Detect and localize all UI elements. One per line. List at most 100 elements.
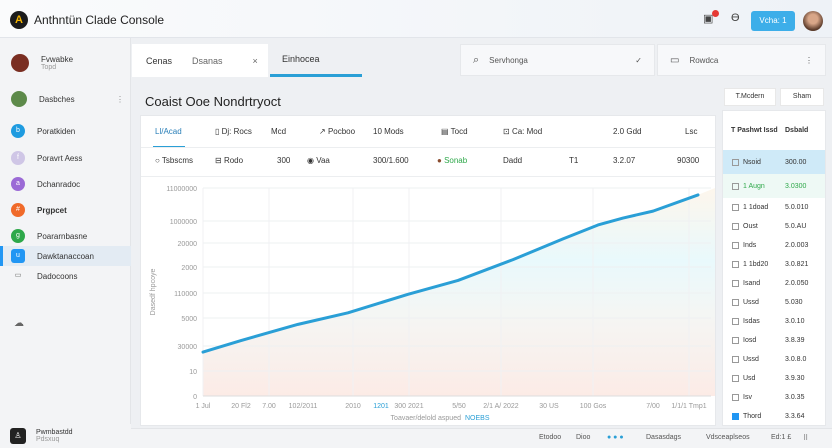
checkbox[interactable]: [732, 158, 739, 166]
table-cell[interactable]: ● Sonab: [437, 156, 467, 165]
tab-einhocea[interactable]: Einhocea: [270, 44, 362, 77]
x-tick-label: 102/2011: [289, 403, 318, 410]
help-icon[interactable]: ϴ: [731, 12, 740, 24]
sidebar-item[interactable]: u Dawktanaccoan: [0, 246, 131, 266]
y-tick-label: 1000000: [170, 219, 197, 226]
table-cell[interactable]: Ll/Acad: [155, 127, 182, 136]
list-item-label: Ussd: [743, 299, 759, 306]
list-item[interactable]: 1 1doad 5.0.010: [723, 198, 825, 217]
checkbox[interactable]: [732, 242, 739, 249]
sidebar-item-icon: a: [11, 177, 25, 191]
checkbox[interactable]: [732, 261, 739, 268]
cloud-icon[interactable]: ☁: [14, 318, 24, 329]
data-point: [406, 293, 410, 296]
sidebar-item-icon: ▭: [14, 272, 22, 279]
search-panel[interactable]: ⌕ Servhonga ✓: [460, 44, 655, 76]
list-item[interactable]: Isand 2.0.050: [723, 274, 825, 293]
table-cell[interactable]: ○ Tsbscms: [155, 156, 193, 165]
checkbox[interactable]: [732, 394, 739, 401]
status-item[interactable]: Ed:1 £: [771, 434, 792, 441]
list-item[interactable]: Nsoid 300.00: [723, 150, 825, 174]
sidebar-item-icon: u: [11, 249, 25, 263]
notification-badge: [712, 10, 719, 17]
sidebar-profile[interactable]: Fvwabke Topd: [0, 52, 131, 74]
list-item[interactable]: Isdas 3.0.10: [723, 312, 825, 331]
checkbox[interactable]: [732, 182, 739, 190]
toggle-icon[interactable]: ● ● ●: [607, 434, 624, 441]
data-point: [696, 193, 700, 197]
sidebar-item[interactable]: ▭ Dadocoons: [0, 266, 131, 286]
cell-text: Pocboo: [327, 127, 356, 136]
sidebar-footer[interactable]: ♙ Pwmbastdd Pdsxuq: [0, 424, 131, 448]
header-action-button[interactable]: Vcha: 1: [751, 11, 795, 31]
list-item-value: 3.3.64: [785, 413, 805, 420]
sidebar-item[interactable]: # Prgpcet: [0, 200, 131, 220]
data-point: [201, 350, 205, 354]
list-item[interactable]: Oust 5.0.AU: [723, 217, 825, 236]
cell-icon: ▯: [215, 127, 222, 136]
status-item[interactable]: Dioo: [576, 434, 591, 441]
checkbox[interactable]: [732, 356, 739, 363]
table-cell[interactable]: Mcd: [271, 127, 286, 136]
right-button-1[interactable]: T.Mcdern: [724, 88, 776, 106]
checkbox[interactable]: [732, 413, 739, 420]
list-item-value: 5.030: [785, 299, 803, 306]
sidebar-workspace[interactable]: Dasbches ⋮: [0, 89, 131, 109]
more-icon[interactable]: ⋮: [805, 55, 813, 65]
close-icon[interactable]: ×: [252, 55, 258, 66]
table-cell[interactable]: 2.0 Gdd: [613, 127, 641, 136]
right-button-2[interactable]: Sham: [780, 88, 824, 106]
table-cell[interactable]: ↗ Pocboo: [319, 127, 355, 136]
sidebar-item[interactable]: b Poratkiden: [0, 121, 131, 141]
checkbox[interactable]: [732, 299, 739, 306]
table-cell[interactable]: T1: [569, 156, 578, 165]
sidebar-item[interactable]: f Poravrt Aess: [0, 148, 131, 168]
checkbox[interactable]: [732, 204, 739, 211]
table-cell[interactable]: ▯ Dj: Rocs: [215, 127, 252, 136]
sidebar-item-icon: #: [11, 203, 25, 217]
user-avatar[interactable]: [803, 11, 823, 31]
grid-icon[interactable]: ⠿: [803, 435, 809, 442]
list-item[interactable]: Usd 3.9.30: [723, 369, 825, 388]
series-line: [201, 193, 700, 354]
list-item[interactable]: Iosd 3.8.39: [723, 331, 825, 350]
x-axis-label: Toavaer/delold aspued: [391, 415, 462, 422]
list-item[interactable]: Ussd 5.030: [723, 293, 825, 312]
data-point: [296, 323, 300, 326]
sidebar-item-label: Dchanradoc: [37, 179, 81, 189]
list-item[interactable]: 1 1bd20 3.0.821: [723, 255, 825, 274]
sidebar-item[interactable]: g Poararnbasne: [0, 226, 131, 246]
table-cell[interactable]: ⊟ Rodo: [215, 156, 243, 165]
list-item[interactable]: Isv 3.0.35: [723, 388, 825, 407]
x-tick-label: 300 2021: [394, 403, 423, 410]
table-cell[interactable]: 3.2.07: [613, 156, 635, 165]
tab-cenas[interactable]: Cenas Dsanas ×: [132, 44, 268, 77]
list-item[interactable]: Ussd 3.0.8.0: [723, 350, 825, 369]
table-cell[interactable]: 300/1.600: [373, 156, 409, 165]
status-item[interactable]: Dasasdags: [646, 434, 682, 441]
checkbox[interactable]: [732, 280, 739, 287]
list-item[interactable]: 1 Augn 3.0300: [723, 174, 825, 198]
table-cell[interactable]: Dadd: [503, 156, 522, 165]
table-cell[interactable]: ◉ Vaa: [307, 156, 330, 165]
table-cell[interactable]: Lsc: [685, 127, 697, 136]
table-cell[interactable]: 10 Mods: [373, 127, 404, 136]
checkbox[interactable]: [732, 375, 739, 382]
checkbox[interactable]: [732, 318, 739, 325]
table-cell[interactable]: 300: [277, 156, 290, 165]
list-item[interactable]: Thord 3.3.64: [723, 407, 825, 426]
checkbox[interactable]: [732, 223, 739, 230]
status-item[interactable]: Vdsceaplseos: [706, 434, 750, 441]
table-cell[interactable]: ▤ Tocd: [441, 127, 468, 136]
notification-icon[interactable]: ▣: [703, 13, 714, 25]
sidebar-item[interactable]: a Dchanradoc: [0, 174, 131, 194]
review-panel[interactable]: ▭ Rowdca ⋮: [657, 44, 826, 76]
sidebar-item-icon: b: [11, 124, 25, 138]
table-cell[interactable]: 90300: [677, 156, 699, 165]
table-cell[interactable]: ⊡ Ca: Mod: [503, 127, 542, 136]
more-icon[interactable]: ⋮: [116, 94, 124, 104]
sidebar-item-label: Dadocoons: [37, 271, 78, 281]
checkbox[interactable]: [732, 337, 739, 344]
status-item[interactable]: Etodoo: [539, 434, 562, 441]
list-item[interactable]: Inds 2.0.003: [723, 236, 825, 255]
